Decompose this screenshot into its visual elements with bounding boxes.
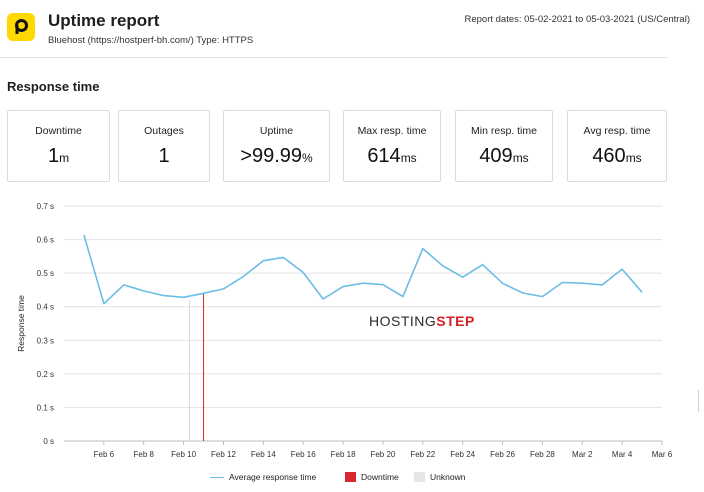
app-logo[interactable] bbox=[7, 13, 35, 41]
y-tick-label: 0.6 s bbox=[37, 236, 54, 245]
y-tick-label: 0.4 s bbox=[37, 303, 54, 312]
legend-label: Downtime bbox=[361, 472, 399, 482]
metric-label: Max resp. time bbox=[357, 125, 427, 137]
metric-value: 1m bbox=[47, 145, 70, 167]
metric-value: 1 bbox=[158, 145, 170, 167]
legend-item-downtime[interactable]: Downtime bbox=[345, 472, 399, 482]
legend-item-average-response-time[interactable]: Average response time bbox=[210, 472, 316, 482]
average-response-time-line bbox=[83, 234, 643, 305]
x-tick-label: Feb 16 bbox=[291, 450, 316, 459]
legend-line-swatch bbox=[210, 476, 224, 478]
legend-box-swatch bbox=[414, 472, 425, 482]
metric-label: Min resp. time bbox=[471, 125, 537, 137]
x-tick-label: Feb 24 bbox=[450, 450, 475, 459]
metric-label: Outages bbox=[144, 125, 184, 137]
metric-value: 460ms bbox=[592, 145, 642, 167]
metric-value: 614ms bbox=[367, 145, 417, 167]
legend-label: Average response time bbox=[229, 472, 317, 482]
legend-item-unknown[interactable]: Unknown bbox=[414, 472, 465, 482]
y-tick-label: 0 s bbox=[43, 437, 54, 446]
x-tick-label: Feb 26 bbox=[490, 450, 515, 459]
section-title: Response time bbox=[7, 79, 100, 94]
x-tick-label: Feb 10 bbox=[171, 450, 196, 459]
legend-box-swatch bbox=[345, 472, 356, 482]
x-tick-label: Feb 20 bbox=[370, 450, 395, 459]
chart-legend: Average response time Downtime Unknown bbox=[0, 472, 704, 486]
metric-card-min-resp-time: Min resp. time 409ms bbox=[455, 110, 553, 182]
monitor-subtitle: Bluehost (https://hostperf-bh.com/) Type… bbox=[48, 35, 254, 46]
x-tick-label: Feb 6 bbox=[94, 450, 115, 459]
header-divider bbox=[0, 57, 668, 58]
metric-label: Uptime bbox=[259, 125, 294, 137]
x-tick-label: Feb 14 bbox=[251, 450, 276, 459]
metric-value: >99.99% bbox=[240, 145, 313, 167]
metric-card-outages: Outages 1 bbox=[118, 110, 210, 182]
y-tick-label: 0.1 s bbox=[37, 403, 54, 412]
response-time-chart: 0 s 0.1 s 0.2 s 0.3 s 0.4 s 0.5 s 0.6 s 0.7 s Fe… bbox=[16, 202, 673, 459]
x-tick-label: Feb 22 bbox=[410, 450, 435, 459]
metric-card-max-resp-time: Max resp. time 614ms bbox=[343, 110, 441, 182]
x-tick-label: Mar 6 bbox=[652, 450, 673, 459]
metric-value: 409ms bbox=[479, 145, 529, 167]
x-tick-label: Feb 18 bbox=[331, 450, 356, 459]
x-tick-label: Feb 28 bbox=[530, 450, 555, 459]
y-tick-label: 0.5 s bbox=[37, 269, 54, 278]
scroll-edge-rule bbox=[698, 390, 699, 412]
report-dates: Report dates: 05-02-2021 to 05-03-2021 (… bbox=[464, 14, 691, 25]
legend-label: Unknown bbox=[430, 472, 466, 482]
y-tick-label: 0.2 s bbox=[37, 370, 54, 379]
x-tick-label: Feb 8 bbox=[133, 450, 154, 459]
y-tick-label: 0.3 s bbox=[37, 336, 54, 345]
metric-label: Avg resp. time bbox=[583, 125, 651, 137]
y-tick-label: 0.7 s bbox=[37, 202, 54, 211]
y-axis-label: Response time bbox=[16, 295, 26, 352]
logo-glyph-icon bbox=[15, 19, 28, 34]
page-title: Uptime report bbox=[48, 11, 160, 30]
metric-card-downtime: Downtime 1m bbox=[7, 110, 110, 182]
x-tick-label: Mar 4 bbox=[612, 450, 633, 459]
metric-label: Downtime bbox=[35, 125, 82, 137]
metric-card-uptime: Uptime >99.99% bbox=[223, 110, 330, 182]
x-tick-label: Mar 2 bbox=[572, 450, 593, 459]
metric-card-avg-resp-time: Avg resp. time 460ms bbox=[567, 110, 667, 182]
x-tick-label: Feb 12 bbox=[211, 450, 236, 459]
hostingstep-watermark: HOSTINGSTEP bbox=[369, 313, 475, 329]
